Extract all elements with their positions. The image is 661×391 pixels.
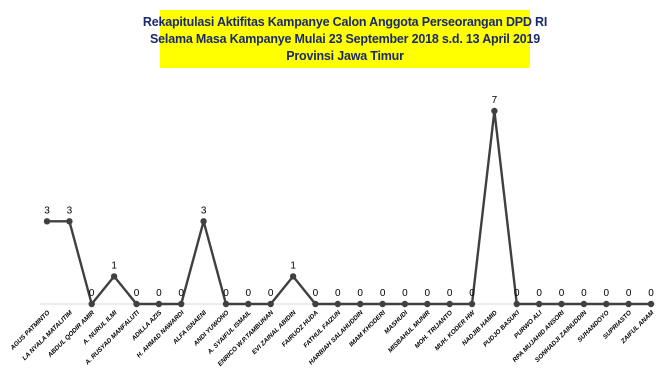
data-point xyxy=(535,300,543,308)
series-line xyxy=(47,109,651,306)
data-label: 0 xyxy=(335,288,341,299)
data-labels-group: 3 3 0 1 0 0 0 3 0 0 0 1 0 0 0 0 0 0 0 0 7 0 0 0 0 0 0 0 xyxy=(44,95,654,299)
data-label: 0 xyxy=(469,288,475,299)
data-point xyxy=(267,300,274,308)
data-label: 0 xyxy=(402,288,408,299)
data-point xyxy=(222,300,230,308)
data-point xyxy=(357,300,364,308)
data-label: 1 xyxy=(111,260,117,271)
data-point xyxy=(155,300,163,308)
data-point xyxy=(603,300,610,308)
data-point xyxy=(245,300,252,308)
data-point xyxy=(43,218,51,225)
data-point xyxy=(401,300,409,308)
data-point xyxy=(312,300,319,308)
data-point xyxy=(379,300,386,308)
data-label: 0 xyxy=(134,288,140,299)
data-label: 0 xyxy=(536,288,542,299)
data-point xyxy=(580,300,588,308)
data-label: 3 xyxy=(44,205,50,216)
chart-title-line-2: Selama Masa Kampanye Mulai 23 September … xyxy=(150,31,540,46)
chart-title-line-3: Provinsi Jawa Timur xyxy=(286,48,404,63)
category-label: MISBAHUL MUNIR xyxy=(387,309,432,354)
data-point xyxy=(558,300,565,308)
data-point xyxy=(289,273,297,280)
data-point xyxy=(468,300,476,308)
chart-title-line-1: Rekapitulasi Aktifitas Kampanye Calon An… xyxy=(142,14,548,29)
data-label: 0 xyxy=(447,288,453,299)
data-label: 0 xyxy=(380,288,386,299)
data-point xyxy=(625,300,632,308)
data-label: 0 xyxy=(156,288,162,299)
data-label: 0 xyxy=(313,288,319,299)
data-point xyxy=(178,300,185,308)
data-label: 3 xyxy=(201,205,207,216)
data-label: 0 xyxy=(648,288,654,299)
data-label: 0 xyxy=(559,288,565,299)
data-point xyxy=(66,218,73,225)
data-point xyxy=(647,300,655,308)
data-point xyxy=(491,107,498,115)
data-point xyxy=(110,273,118,280)
data-label: 0 xyxy=(626,288,632,299)
category-label: MUH. KODER HW xyxy=(434,309,478,353)
data-label: 0 xyxy=(581,288,587,299)
data-point xyxy=(200,218,207,225)
category-label: AGUS PATMINTO xyxy=(9,309,52,352)
data-point xyxy=(424,300,431,308)
data-point xyxy=(334,300,341,308)
data-label: 0 xyxy=(604,288,610,299)
chart-title-box: Rekapitulasi Aktifitas Kampanye Calon An… xyxy=(143,10,547,68)
data-label: 0 xyxy=(89,288,95,299)
data-point xyxy=(133,300,140,308)
data-label: 1 xyxy=(290,260,296,271)
data-label: 0 xyxy=(223,288,229,299)
data-label: 3 xyxy=(67,205,73,216)
series-group xyxy=(43,107,655,308)
data-label: 0 xyxy=(268,288,274,299)
data-label: 0 xyxy=(178,288,184,299)
data-point xyxy=(88,300,95,308)
data-point xyxy=(446,300,453,308)
data-label: 0 xyxy=(246,288,252,299)
data-label: 0 xyxy=(357,288,363,299)
data-label: 0 xyxy=(425,288,431,299)
data-label: 7 xyxy=(492,95,498,106)
data-label: 0 xyxy=(514,288,520,299)
data-point xyxy=(513,300,520,308)
